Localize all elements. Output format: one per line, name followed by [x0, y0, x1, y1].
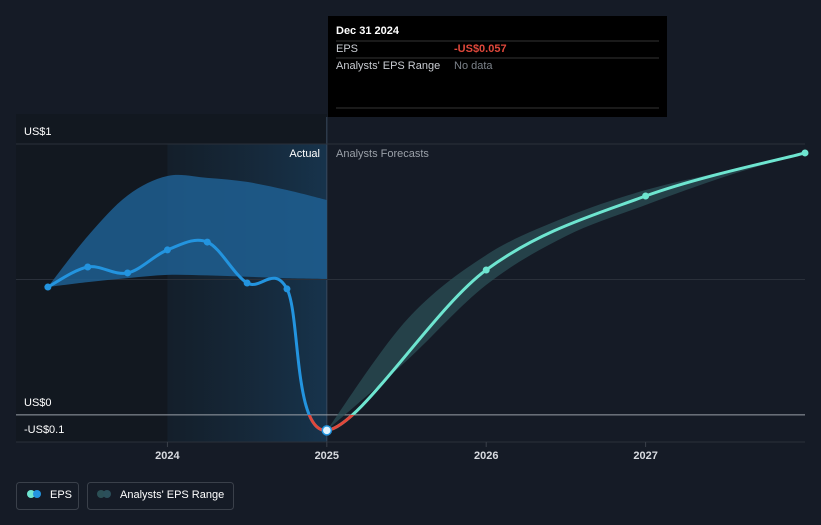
tooltip-box	[328, 16, 667, 117]
eps-point	[203, 238, 211, 246]
eps-point	[801, 149, 809, 157]
range-band	[47, 174, 327, 288]
background-layer: -US$0.1 US$0 US$1 2024 2025 2026 2027	[16, 114, 805, 462]
tooltip: Dec 31 2024 EPS -US$0.057 Analysts' EPS …	[328, 16, 667, 117]
forecast-label: Analysts Forecasts	[336, 148, 429, 160]
tooltip-label: EPS	[336, 43, 358, 55]
tooltip-date: Dec 31 2024	[336, 25, 400, 37]
y-tick-label: US$1	[24, 126, 52, 138]
eps-point	[243, 279, 251, 287]
x-tick-label: 2024	[155, 450, 180, 462]
range-band	[326, 152, 805, 431]
eps-point	[321, 425, 333, 436]
eps-point	[84, 263, 92, 271]
plot-layer	[44, 149, 809, 436]
legend-label: EPS	[50, 489, 72, 501]
legend: EPS Analysts' EPS Range	[16, 482, 234, 510]
legend-swatch	[27, 490, 35, 498]
legend-swatch	[97, 490, 105, 498]
tooltip-label: Analysts' EPS Range	[336, 60, 440, 72]
x-tick-label: 2026	[474, 450, 498, 462]
x-tick-label: 2027	[633, 450, 657, 462]
y-tick-label: US$0	[24, 397, 52, 409]
legend-label: Analysts' EPS Range	[120, 489, 224, 501]
y-tick-label: -US$0.1	[24, 424, 64, 436]
eps-point	[283, 285, 291, 293]
legend-swatch	[33, 490, 41, 498]
x-tick-label: 2025	[315, 450, 339, 462]
legend-item[interactable]	[16, 482, 79, 510]
eps-point	[124, 269, 132, 277]
legend-item[interactable]	[87, 482, 234, 510]
tooltip-value: -US$0.057	[454, 43, 507, 55]
tooltip-value: No data	[454, 60, 493, 72]
eps-point	[642, 192, 650, 200]
actual-label: Actual	[289, 148, 320, 160]
eps-point	[163, 246, 171, 254]
eps-point	[44, 283, 52, 291]
legend-swatch	[103, 490, 111, 498]
eps-point	[482, 266, 490, 274]
